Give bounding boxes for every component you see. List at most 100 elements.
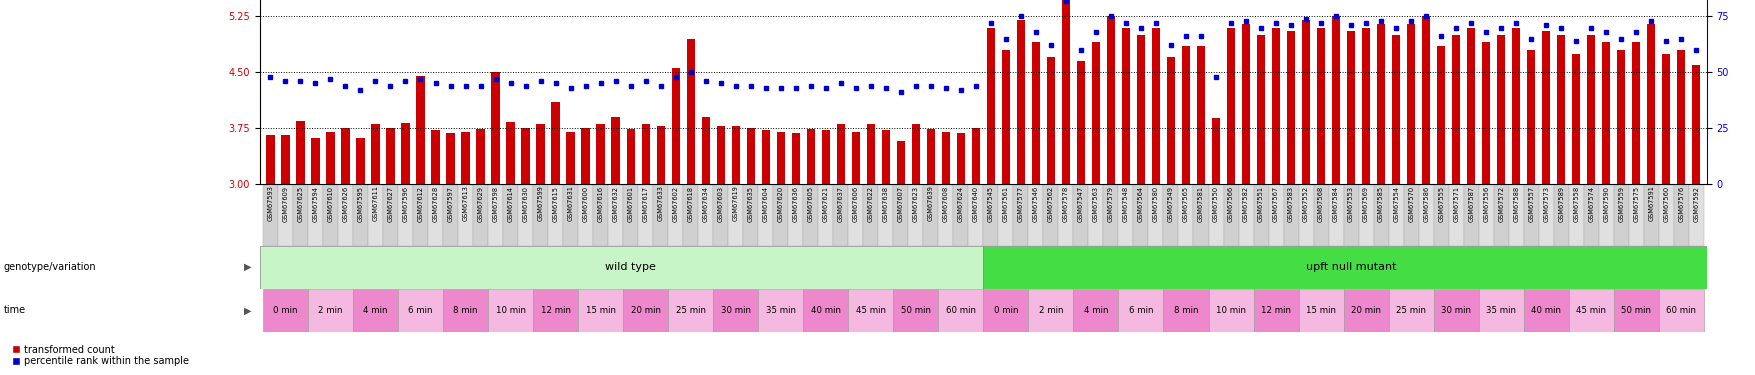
Text: GSM67608: GSM67608 bbox=[942, 186, 948, 222]
Bar bbox=[1613, 289, 1658, 332]
Bar bbox=[818, 184, 834, 246]
Bar bbox=[1402, 184, 1418, 246]
Bar bbox=[1207, 289, 1253, 332]
Bar bbox=[611, 117, 620, 184]
Bar bbox=[742, 184, 758, 246]
Bar bbox=[1257, 35, 1264, 184]
Text: GSM67639: GSM67639 bbox=[927, 186, 934, 222]
Text: time: time bbox=[4, 305, 26, 315]
Text: GSM67595: GSM67595 bbox=[358, 186, 363, 222]
Bar bbox=[713, 289, 758, 332]
Bar bbox=[897, 141, 904, 184]
Bar bbox=[641, 124, 649, 184]
Bar bbox=[656, 126, 665, 184]
Bar bbox=[1165, 57, 1174, 184]
Bar bbox=[1135, 35, 1144, 184]
Bar bbox=[1164, 184, 1178, 246]
Text: 6 min: 6 min bbox=[1128, 306, 1153, 315]
Text: GSM67575: GSM67575 bbox=[1632, 186, 1639, 222]
Text: ▶: ▶ bbox=[244, 305, 251, 315]
Bar bbox=[1102, 184, 1118, 246]
Text: 25 min: 25 min bbox=[1395, 306, 1425, 315]
Text: GSM67566: GSM67566 bbox=[1227, 186, 1234, 222]
Text: GSM67559: GSM67559 bbox=[1618, 186, 1623, 222]
Bar bbox=[698, 184, 713, 246]
Text: GSM67629: GSM67629 bbox=[477, 186, 483, 222]
Bar bbox=[607, 184, 623, 246]
Bar bbox=[1013, 184, 1028, 246]
Text: 12 min: 12 min bbox=[1260, 306, 1290, 315]
Bar bbox=[1299, 289, 1343, 332]
Bar bbox=[1448, 184, 1464, 246]
Text: GSM67568: GSM67568 bbox=[1318, 186, 1323, 222]
Text: 40 min: 40 min bbox=[1530, 306, 1560, 315]
Bar bbox=[446, 133, 455, 184]
Text: GSM67576: GSM67576 bbox=[1678, 186, 1683, 222]
Text: 45 min: 45 min bbox=[1576, 306, 1606, 315]
Bar bbox=[476, 129, 484, 184]
Bar bbox=[937, 289, 983, 332]
Bar bbox=[1197, 46, 1204, 184]
Bar bbox=[1178, 184, 1193, 246]
Text: GSM67554: GSM67554 bbox=[1392, 186, 1399, 222]
Text: ▶: ▶ bbox=[244, 262, 251, 272]
Text: wild type: wild type bbox=[605, 262, 656, 272]
Bar bbox=[311, 138, 319, 184]
Bar bbox=[893, 184, 907, 246]
Bar bbox=[1118, 184, 1132, 246]
Bar bbox=[1497, 35, 1504, 184]
Bar bbox=[623, 289, 667, 332]
Bar bbox=[297, 120, 304, 184]
Text: GSM67565: GSM67565 bbox=[1183, 186, 1188, 222]
Bar bbox=[802, 289, 848, 332]
Bar bbox=[1451, 35, 1460, 184]
Bar bbox=[1028, 184, 1042, 246]
Bar bbox=[1571, 54, 1580, 184]
Text: GSM67603: GSM67603 bbox=[718, 186, 723, 222]
Text: GSM67570: GSM67570 bbox=[1408, 186, 1413, 222]
Bar bbox=[1000, 50, 1009, 184]
Text: 25 min: 25 min bbox=[676, 306, 706, 315]
Text: GSM67560: GSM67560 bbox=[1662, 186, 1669, 222]
Text: GSM67551: GSM67551 bbox=[1257, 186, 1264, 222]
Text: 4 min: 4 min bbox=[363, 306, 388, 315]
Text: GSM67545: GSM67545 bbox=[988, 186, 993, 222]
Bar bbox=[1523, 184, 1537, 246]
Bar bbox=[277, 184, 293, 246]
Text: GSM67621: GSM67621 bbox=[823, 186, 828, 222]
Bar bbox=[1299, 184, 1313, 246]
Text: 6 min: 6 min bbox=[407, 306, 432, 315]
Text: GSM67628: GSM67628 bbox=[432, 186, 439, 222]
Bar bbox=[1557, 35, 1564, 184]
Text: 30 min: 30 min bbox=[1441, 306, 1471, 315]
Text: GSM67625: GSM67625 bbox=[297, 186, 304, 222]
Text: GSM67585: GSM67585 bbox=[1378, 186, 1383, 222]
Text: GSM67626: GSM67626 bbox=[342, 186, 347, 222]
Text: GSM67640: GSM67640 bbox=[972, 186, 978, 222]
Bar bbox=[581, 128, 590, 184]
Bar bbox=[1223, 184, 1237, 246]
Text: GSM67584: GSM67584 bbox=[1332, 186, 1339, 222]
Text: GSM67571: GSM67571 bbox=[1453, 186, 1458, 222]
Text: GSM67618: GSM67618 bbox=[688, 186, 693, 222]
Text: GSM67555: GSM67555 bbox=[1437, 186, 1443, 222]
Bar bbox=[472, 184, 488, 246]
Bar bbox=[1508, 184, 1523, 246]
Bar bbox=[1300, 20, 1309, 184]
Bar bbox=[1316, 28, 1325, 184]
Bar bbox=[488, 184, 502, 246]
Text: 0 min: 0 min bbox=[993, 306, 1018, 315]
Bar bbox=[971, 128, 979, 184]
Bar bbox=[1629, 184, 1643, 246]
Text: 2 min: 2 min bbox=[318, 306, 342, 315]
Text: upft null mutant: upft null mutant bbox=[1306, 262, 1395, 272]
Bar bbox=[398, 184, 412, 246]
Bar bbox=[1587, 35, 1595, 184]
Bar bbox=[1181, 46, 1190, 184]
Text: GSM67567: GSM67567 bbox=[1272, 186, 1278, 222]
Text: GSM67587: GSM67587 bbox=[1467, 186, 1474, 222]
Bar bbox=[956, 133, 965, 184]
Text: GSM67605: GSM67605 bbox=[807, 186, 813, 222]
Bar bbox=[1432, 184, 1448, 246]
Text: GSM67627: GSM67627 bbox=[388, 186, 393, 222]
